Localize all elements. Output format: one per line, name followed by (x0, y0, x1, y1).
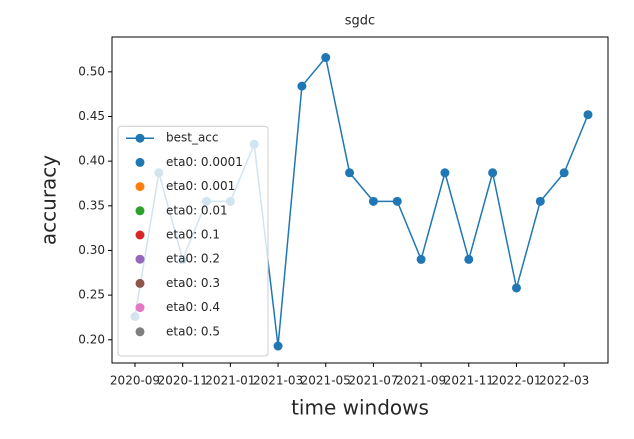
y-tick-label: 0.20 (78, 332, 105, 346)
legend-marker (135, 206, 145, 216)
x-tick-label: 2021-11 (444, 374, 494, 388)
x-tick-label: 2020-11 (158, 374, 208, 388)
y-axis-label: accuracy (37, 155, 61, 245)
data-point (511, 283, 521, 293)
y-tick-label: 0.45 (78, 109, 105, 123)
y-tick-label: 0.40 (78, 154, 105, 168)
x-tick-label: 2021-05 (301, 374, 351, 388)
legend-marker (135, 182, 145, 192)
x-tick-label: 2021-07 (348, 374, 398, 388)
legend-label: best_acc (166, 131, 219, 145)
legend-marker (135, 230, 145, 240)
data-point (440, 168, 450, 178)
y-tick-label: 0.35 (78, 198, 105, 212)
legend-marker (135, 133, 145, 143)
legend-label: eta0: 0.3 (166, 276, 220, 290)
x-tick-label: 2022-01 (491, 374, 541, 388)
x-tick-label: 2021-01 (205, 374, 255, 388)
legend-label: eta0: 0.5 (166, 324, 220, 338)
legend-marker (135, 254, 145, 264)
x-tick-label: 2022-03 (539, 374, 589, 388)
y-tick-label: 0.50 (78, 64, 105, 78)
y-tick-label: 0.30 (78, 243, 105, 257)
data-point (273, 341, 283, 351)
legend-marker (135, 327, 145, 337)
y-tick-label: 0.25 (78, 288, 105, 302)
x-tick-label: 2021-03 (253, 374, 303, 388)
data-point (464, 254, 474, 264)
data-point (392, 196, 402, 206)
data-point (368, 196, 378, 206)
data-point (583, 110, 593, 120)
legend-marker (135, 157, 145, 167)
legend-box (117, 125, 269, 357)
data-point (321, 53, 331, 63)
x-tick-label: 2020-09 (110, 374, 160, 388)
x-axis-label: time windows (291, 396, 429, 420)
chart-title: sgdc (345, 14, 375, 29)
data-point (559, 168, 569, 178)
data-point (535, 196, 545, 206)
data-point (345, 168, 355, 178)
legend-marker (135, 303, 145, 313)
legend-label: eta0: 0.001 (166, 179, 235, 193)
legend-label: eta0: 0.0001 (166, 155, 243, 169)
data-point (416, 254, 426, 264)
legend-label: eta0: 0.4 (166, 300, 220, 314)
legend-label: eta0: 0.2 (166, 252, 220, 266)
legend-label: eta0: 0.1 (166, 228, 220, 242)
x-tick-label: 2021-09 (396, 374, 446, 388)
data-point (297, 81, 307, 91)
legend-label: eta0: 0.01 (166, 203, 228, 217)
data-point (488, 168, 498, 178)
plot-frame (111, 36, 609, 364)
legend-marker (135, 278, 145, 288)
